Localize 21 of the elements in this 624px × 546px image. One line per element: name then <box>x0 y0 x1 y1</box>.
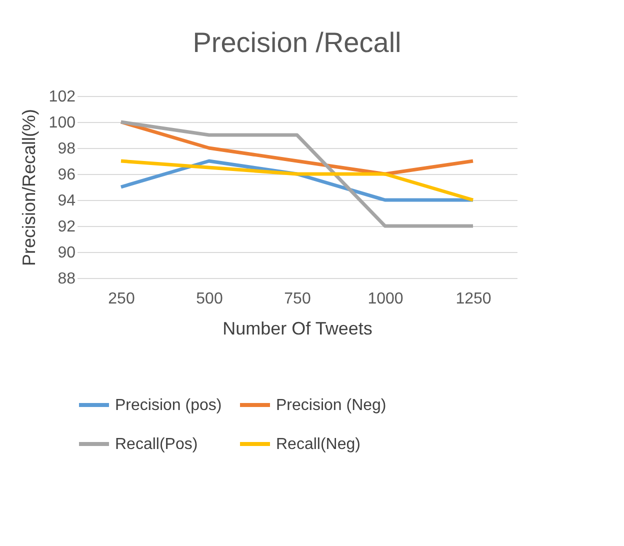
y-tick-label: 100 <box>48 114 76 132</box>
y-tick-label: 98 <box>58 140 76 158</box>
legend-label: Precision (pos) <box>115 397 222 414</box>
legend-label: Recall(Pos) <box>115 436 198 453</box>
x-axis-title: Number Of Tweets <box>222 318 372 338</box>
y-tick-label: 88 <box>58 270 76 288</box>
legend-label: Precision (Neg) <box>276 397 386 414</box>
y-axis-title: Precision/Recall(%) <box>18 108 39 266</box>
y-tick-label: 90 <box>58 244 76 262</box>
x-tick-label: 500 <box>196 290 223 308</box>
x-tick-label: 250 <box>108 290 135 308</box>
x-tick-label: 750 <box>284 290 311 308</box>
y-tick-label: 92 <box>58 218 76 236</box>
x-tick-label: 1000 <box>368 290 404 308</box>
chart-title: Precision /Recall <box>192 27 402 58</box>
line-series <box>119 120 475 176</box>
x-tick-label: 1250 <box>456 290 492 308</box>
y-tick-label: 96 <box>58 166 76 184</box>
y-tick-label: 94 <box>58 192 76 210</box>
y-tick-label: 102 <box>48 88 76 106</box>
legend-label: Recall(Neg) <box>276 436 360 453</box>
